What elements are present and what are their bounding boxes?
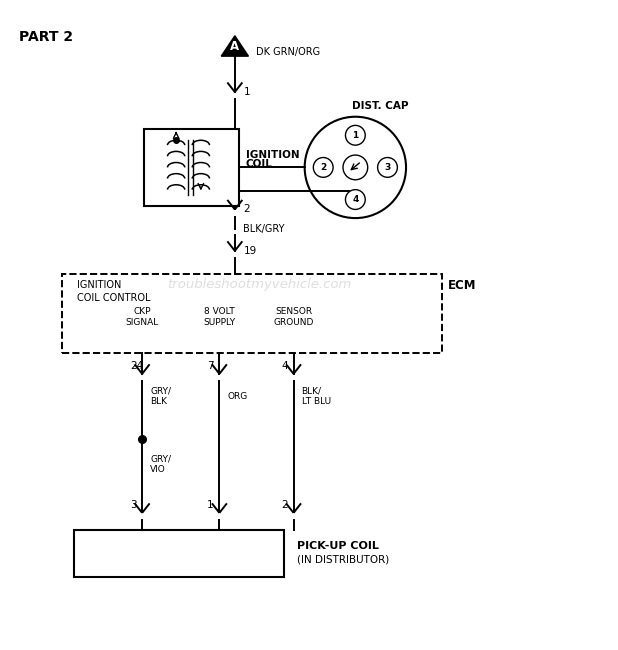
Text: 4: 4 [281,361,288,370]
Text: 4: 4 [352,195,358,204]
Text: GRY/
VIO: GRY/ VIO [150,455,171,474]
Text: BLK/GRY: BLK/GRY [243,224,285,234]
Text: COIL: COIL [245,159,273,169]
Text: ECM: ECM [448,279,476,292]
Text: 1: 1 [243,87,250,97]
Text: IGNITION: IGNITION [77,280,122,290]
Text: 24: 24 [130,361,143,370]
Text: CKP
SIGNAL: CKP SIGNAL [125,307,159,327]
Text: 3: 3 [130,500,137,510]
Text: 2: 2 [243,205,250,214]
Polygon shape [221,36,248,56]
Text: 3: 3 [384,163,391,172]
Text: PICK-UP COIL: PICK-UP COIL [297,541,378,551]
Text: 19: 19 [243,246,256,256]
Text: 1: 1 [352,131,358,140]
Text: GRY/
BLK: GRY/ BLK [150,386,171,406]
Text: 1: 1 [207,500,214,510]
Text: troubleshootmyvehicle.com: troubleshootmyvehicle.com [167,278,352,291]
Text: COIL CONTROL: COIL CONTROL [77,294,151,304]
Text: 7: 7 [207,361,214,370]
Text: DIST. CAP: DIST. CAP [352,101,408,111]
Text: 2: 2 [281,500,288,510]
Bar [143,129,239,206]
Text: DK GRN/ORG: DK GRN/ORG [256,47,321,57]
Text: (IN DISTRIBUTOR): (IN DISTRIBUTOR) [297,555,389,565]
Text: PART 2: PART 2 [19,30,73,44]
Text: 8 VOLT
SUPPLY: 8 VOLT SUPPLY [203,307,235,327]
Bar [74,530,284,577]
Text: BLK/
LT BLU: BLK/ LT BLU [302,386,331,406]
Bar [62,274,442,353]
Text: A: A [231,40,239,53]
Text: IGNITION: IGNITION [245,150,299,160]
Text: ORG: ORG [227,391,248,400]
Text: SENSOR
GROUND: SENSOR GROUND [273,307,314,327]
Text: 2: 2 [320,163,326,172]
